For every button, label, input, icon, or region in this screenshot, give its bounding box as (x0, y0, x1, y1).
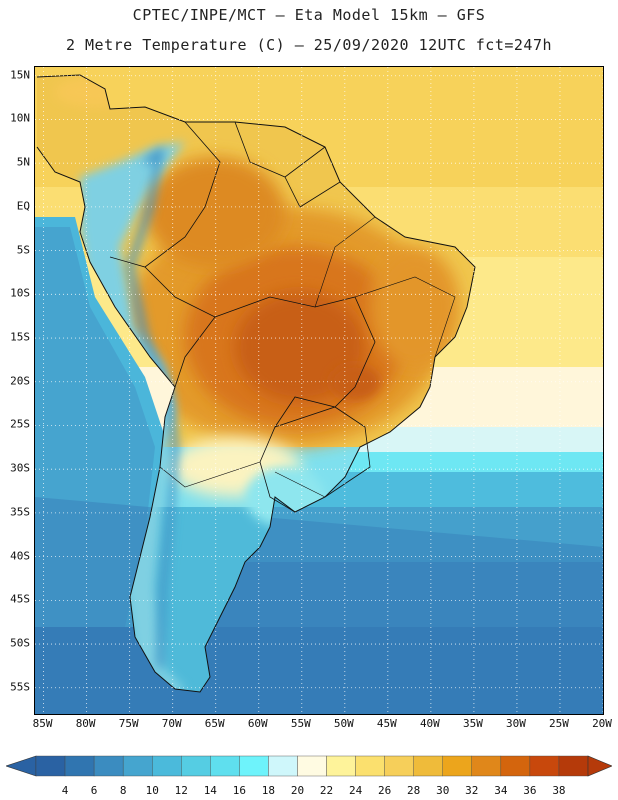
colorbar-box (471, 755, 502, 777)
coastline-and-borders (36, 74, 476, 693)
colorbar-box (93, 755, 124, 777)
colorbar-low-triangle (6, 755, 37, 777)
lat-label: 10S (10, 286, 30, 300)
lon-label: 20W (592, 717, 612, 730)
lon-label: 85W (32, 717, 53, 730)
colorbar-box (268, 755, 298, 777)
lon-label: 50W (333, 717, 354, 730)
lat-label: 30S (10, 461, 30, 475)
colorbar-tick-label: 34 (494, 784, 508, 797)
lat-label: 35S (10, 505, 30, 519)
colorbar-box (181, 755, 211, 777)
colorbar-box (297, 755, 327, 777)
colorbar-box (355, 755, 385, 777)
lat-label: 15N (10, 68, 30, 82)
lat-label: 25S (10, 417, 30, 431)
colorbar-box (64, 755, 95, 777)
colorbar-tick-label: 32 (465, 784, 479, 797)
colorbar-box (384, 755, 414, 777)
lat-label: 20S (10, 374, 30, 388)
colorbar-box (152, 755, 182, 777)
title-line-1: CPTEC/INPE/MCT – Eta Model 15km – GFS (132, 6, 486, 24)
lat-label: 55S (10, 680, 30, 694)
colorbar-tick-label: 38 (552, 784, 566, 797)
lat-label: 45S (10, 592, 30, 606)
colorbar-box (122, 755, 153, 777)
colorbar-tick-label: 20 (290, 784, 305, 797)
lon-label: 25W (549, 717, 569, 730)
colorbar-tick-label: 10 (145, 784, 159, 797)
colorbar-tick-label: 6 (90, 784, 98, 797)
lon-label: 30W (506, 717, 526, 730)
colorbar-box (558, 755, 589, 777)
lon-label: 60W (247, 717, 268, 730)
lon-label: 80W (75, 717, 96, 730)
lat-label: 5N (16, 155, 30, 169)
lat-label: 50S (10, 636, 30, 650)
lon-label: 70W (161, 717, 182, 730)
lon-label: 75W (118, 717, 139, 730)
colorbar-tick-label: 8 (119, 784, 127, 797)
colorbar-box (529, 755, 560, 777)
colorbar-tick-label: 4 (61, 784, 69, 797)
lat-label: 15S (10, 330, 30, 344)
colorbar-tick-label: 24 (348, 784, 363, 797)
lon-label: 65W (204, 717, 225, 730)
lon-label: 40W (419, 717, 440, 730)
lon-label: 45W (376, 717, 397, 730)
colorbar-tick-label: 26 (378, 784, 392, 797)
colorbar-tick-label: 36 (523, 784, 537, 797)
colorbar-box (210, 755, 240, 777)
colorbar-high-triangle (587, 755, 612, 777)
colorbar-tick-label: 14 (203, 784, 217, 797)
colorbar-tick-label: 30 (436, 784, 450, 797)
colorbar-tick-label: 18 (261, 784, 276, 797)
title-line-2: 2 Metre Temperature (C) – 25/09/2020 12U… (65, 36, 553, 54)
temperature-map (35, 67, 603, 714)
colorbar-box (442, 755, 472, 777)
map-panel (34, 66, 604, 715)
graticule (35, 67, 603, 714)
colorbar-tick-label: 12 (174, 784, 188, 797)
colorbar-box (413, 755, 443, 777)
colorbar-box (500, 755, 531, 777)
lon-label: 55W (290, 717, 311, 730)
lat-label: 10N (10, 111, 30, 125)
colorbar-tick-label: 28 (407, 784, 421, 797)
temperature-colorbar (6, 755, 612, 777)
colorbar-tick-label: 22 (319, 784, 334, 797)
colorbar-box (326, 755, 356, 777)
colorbar-box (35, 755, 66, 777)
lat-label: 40S (10, 549, 30, 563)
lon-label: 35W (462, 717, 483, 730)
colorbar-tick-label: 16 (232, 784, 246, 797)
lat-label: 5S (16, 243, 30, 257)
lat-label: EQ (16, 199, 30, 213)
colorbar-box (239, 755, 269, 777)
